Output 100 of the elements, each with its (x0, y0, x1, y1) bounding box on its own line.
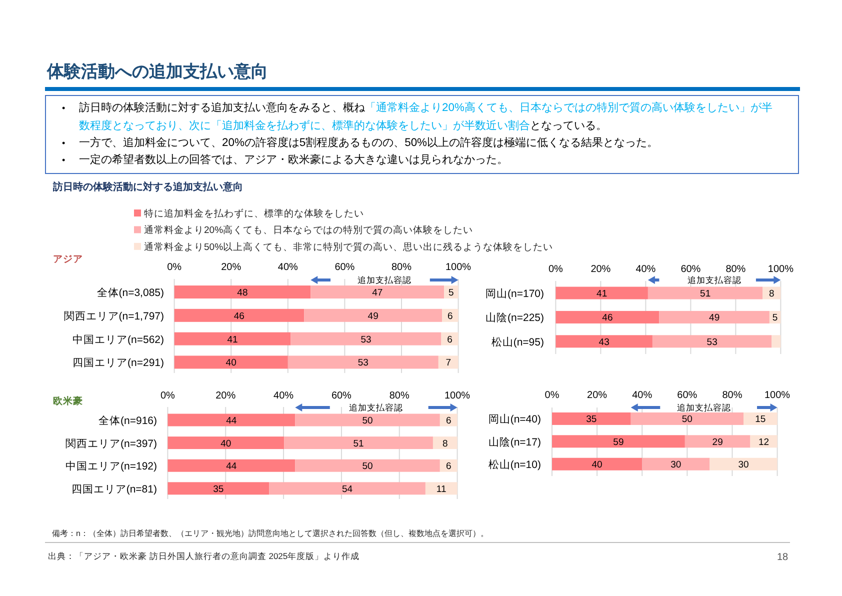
bar (750, 435, 778, 448)
y-tick-label: 松山(n=95) (491, 335, 544, 348)
y-tick-label: 全体(n=916) (98, 415, 157, 427)
data-label: 6 (447, 334, 452, 346)
data-label: 6 (446, 461, 452, 472)
x-tick-label: 100% (768, 264, 794, 275)
y-tick-label: 松山(n=10) (488, 458, 541, 472)
data-label: 49 (709, 312, 720, 324)
x-tick-label: 0% (544, 390, 560, 401)
bar (710, 458, 778, 470)
data-label: 51 (700, 288, 711, 300)
data-label: 35 (213, 484, 224, 495)
legend-label: 特に追加料金を払わずに、標準的な体験をしたい (144, 208, 364, 220)
x-tick-label: 20% (590, 264, 611, 275)
x-tick-label: 40% (274, 390, 294, 402)
bar (440, 459, 458, 472)
bar (684, 435, 750, 448)
bar (630, 412, 744, 425)
bar (168, 482, 270, 495)
legend-label: 通常料金より20%高くても、日本ならではの特別で質の高い体験をしたい (144, 224, 474, 236)
bar (442, 308, 458, 322)
data-label: 54 (342, 484, 353, 495)
text: アジア (53, 254, 83, 265)
data-label: 40 (592, 460, 602, 471)
data-label: 48 (237, 288, 248, 298)
data-label: 30 (738, 460, 749, 471)
bar (310, 286, 444, 298)
data-label: 41 (596, 288, 608, 300)
bar (295, 414, 440, 426)
x-tick-label: 20% (221, 262, 242, 273)
data-label: 50 (362, 461, 373, 472)
data-label: 44 (226, 461, 237, 472)
x-tick-label: 20% (587, 390, 608, 401)
bar (440, 414, 458, 426)
text: 「通常料金より20%高くても、日本ならではの特別で質の高い体験をしたい」が半 (365, 102, 772, 114)
bar (772, 335, 781, 348)
bar (556, 286, 648, 300)
data-label: 53 (706, 336, 718, 348)
legend-label: 通常料金より50%以上高くても、非常に特別で質の高い、思い出に残るような体験をしたい (144, 240, 554, 253)
data-label: 5 (772, 312, 778, 324)
text: 18 (777, 552, 789, 563)
bar (552, 412, 631, 425)
y-tick-label: 岡山(n=170) (486, 287, 544, 300)
data-label: 8 (769, 288, 774, 300)
text: • (62, 136, 66, 150)
bar (304, 308, 442, 322)
data-label: 50 (362, 416, 373, 426)
data-label: 51 (353, 438, 364, 450)
x-tick-label: 100% (444, 390, 470, 402)
data-label: 7 (446, 358, 452, 369)
x-tick-label: 40% (278, 262, 298, 273)
x-tick-label: 40% (636, 264, 656, 275)
data-label: 6 (448, 310, 453, 322)
text: 一方で、追加料金について、20%の許容度は5割程度あるものの、50%以上の許容度は極端に低くなる結果となった。 (79, 136, 658, 149)
bar (438, 356, 458, 369)
x-tick-label: 100% (446, 262, 472, 273)
data-label: 5 (448, 288, 454, 298)
data-label: 6 (446, 416, 452, 426)
y-tick-label: 全体(n=3,085) (96, 287, 164, 299)
data-label: 47 (372, 288, 383, 298)
bar (174, 286, 311, 298)
y-tick-label: 山陰(n=17) (488, 435, 541, 448)
x-tick-label: 80% (726, 264, 746, 275)
data-label: 50 (682, 414, 692, 426)
data-label: 44 (226, 416, 237, 426)
data-label: 11 (436, 484, 446, 495)
annotation: 追加支払容認 (349, 402, 404, 412)
annotation: 追加支払容認 (357, 275, 412, 285)
bar (556, 310, 660, 324)
bar (288, 356, 438, 369)
source-note: 出典：「アジア・欧米豪 訪日外国人旅行者の意向調査 2025年度版」より作成 (48, 551, 360, 561)
bar (284, 436, 433, 450)
bar (552, 458, 642, 470)
bar (290, 332, 442, 346)
data-label: 12 (758, 436, 770, 448)
bar (295, 459, 440, 472)
x-tick-label: 100% (764, 390, 790, 401)
bar (552, 435, 685, 448)
data-label: 8 (442, 438, 448, 450)
x-tick-label: 20% (216, 390, 236, 402)
y-tick-label: 岡山(n=40) (488, 412, 541, 426)
y-tick-label: 関西エリア(n=397) (66, 438, 157, 450)
bar (642, 458, 710, 470)
data-label: 59 (613, 436, 624, 448)
x-tick-label: 0% (160, 390, 176, 402)
bar (269, 482, 426, 495)
bar (174, 356, 288, 369)
y-tick-label: 関西エリア(n=1,797) (64, 310, 164, 322)
chart-subtitle: 訪日時の体験活動に対する追加支払い意向 (52, 181, 243, 193)
data-label: 29 (712, 436, 723, 448)
bar (556, 335, 652, 348)
data-label: 49 (368, 310, 378, 322)
x-tick-label: 80% (389, 390, 410, 402)
x-tick-label: 40% (632, 390, 652, 401)
bar (425, 482, 458, 495)
data-label: 46 (602, 312, 613, 324)
data-label: 46 (234, 310, 244, 322)
bar (432, 436, 458, 450)
data-label: 30 (670, 460, 682, 471)
text: 一定の希望者数以上の回答では、アジア・欧米豪による大きな違いは見られなかった。 (79, 154, 508, 166)
